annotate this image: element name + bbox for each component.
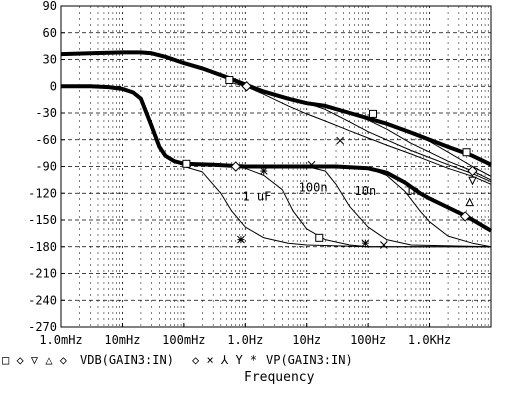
x-axis-ticks: 1.0mHz 10mHz 100mHz 1.0Hz 10Hz 100Hz 1.0KHz: [39, 323, 451, 347]
series-line-phase-8: [306, 166, 492, 248]
marker-square: [462, 148, 471, 157]
x-tick-label: 1.0Hz: [227, 333, 263, 347]
marker-layer: [182, 76, 478, 249]
legend-vp-label: VP(GAIN3:IN): [266, 353, 353, 367]
marker-square: [369, 109, 378, 118]
y-tick-label: -60: [35, 133, 57, 147]
series-layer: [60, 50, 493, 248]
marker-square: [225, 76, 234, 85]
marker-triangle-down: [468, 176, 477, 186]
marker-square: [182, 159, 191, 168]
y-tick-label: -150: [28, 213, 57, 227]
x-tick-label: 100Hz: [350, 333, 386, 347]
legend-vdb-label: VDB(GAIN3:IN): [80, 353, 174, 367]
y-tick-label: -30: [35, 106, 57, 120]
marker-star: [259, 167, 268, 175]
marker-triangle-up: [465, 197, 475, 207]
y-axis-ticks: 90 60 30 0 -30 -60 -90 -120 -150 -180 -210 -240 -270: [28, 0, 65, 334]
marker-x: [336, 136, 344, 145]
series-line-magnitude-3: [325, 105, 492, 181]
y-tick-label: -180: [28, 240, 57, 254]
series-line-magnitude-4: [386, 123, 492, 177]
series-line-magnitude-0: [60, 50, 492, 167]
marker-diamond: [241, 81, 252, 92]
marker-diamond: [467, 165, 478, 177]
x-axis-label: Frequency: [244, 370, 315, 385]
y-tick-label: -90: [35, 160, 57, 174]
series-line-phase-9: [367, 167, 492, 248]
curve-annotation: 1n: [405, 184, 419, 198]
x-tick-label: 100mHz: [162, 333, 205, 347]
marker-x: [379, 241, 388, 249]
x-tick-label: 10mHz: [104, 333, 140, 347]
curve-annotation: 100n: [299, 180, 328, 194]
x-tick-label: 1.0KHz: [408, 333, 451, 347]
x-tick-label: 10Hz: [292, 333, 321, 347]
y-tick-label: -270: [28, 320, 57, 334]
marker-x: [307, 160, 316, 169]
legend: □ ◇ ▽ △ ◇ VDB(GAIN3:IN) ◇ × ⅄ Y * VP(GAI…: [2, 353, 353, 367]
marker-star: [361, 239, 370, 248]
y-tick-label: 90: [43, 0, 57, 13]
y-tick-label: 0: [50, 79, 57, 93]
curve-annotations: 1 uF 100n 10n 1n: [242, 180, 419, 203]
legend-vp-markers: ◇ × ⅄ Y *: [192, 353, 257, 367]
series-line-phase-5: [61, 84, 493, 233]
y-tick-label: 60: [43, 26, 57, 40]
curve-annotation: 1 uF: [242, 189, 271, 203]
marker-diamond: [459, 211, 471, 222]
y-tick-label: -210: [28, 267, 57, 281]
series-line-magnitude-2: [288, 99, 492, 183]
marker-square: [315, 233, 324, 242]
x-tick-label: 1.0mHz: [39, 333, 82, 347]
marker-star: [237, 235, 245, 244]
y-tick-label: -120: [28, 186, 57, 200]
curve-annotation: 10n: [355, 184, 377, 198]
legend-vdb-markers: □ ◇ ▽ △ ◇: [2, 353, 68, 367]
y-tick-label: 30: [43, 53, 57, 67]
series-line-phase-6: [183, 166, 491, 248]
series-line-magnitude-1: [231, 82, 492, 185]
marker-diamond: [230, 161, 241, 172]
y-tick-label: -240: [28, 293, 57, 307]
series-line-phase-7: [226, 166, 491, 248]
